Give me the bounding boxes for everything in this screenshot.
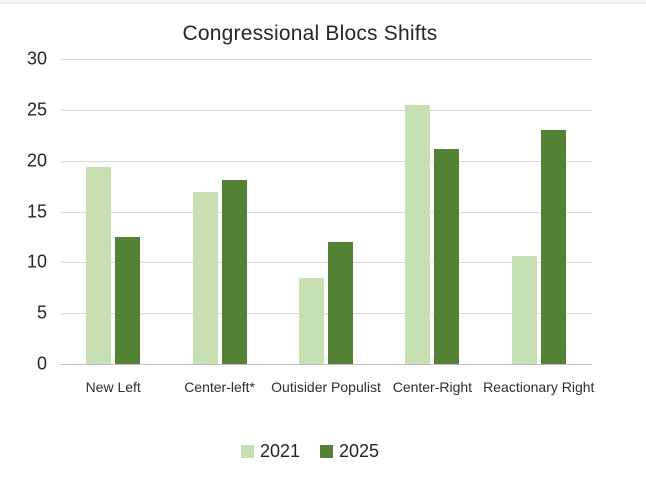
chart-title: Congressional Blocs Shifts xyxy=(182,22,438,45)
y-tick-label: 5 xyxy=(36,302,47,323)
y-tick-label: 25 xyxy=(26,99,47,120)
gridline xyxy=(60,211,592,213)
y-tick-label: 0 xyxy=(36,353,47,374)
x-axis-labels: New Left Center-left* Outisider Populist Ce… xyxy=(60,377,595,421)
x-axis-baseline xyxy=(60,364,592,365)
bar-2025-center-left xyxy=(221,179,247,364)
legend-label-2021: 2021 xyxy=(259,441,300,461)
bar-2021-reactionary-right xyxy=(511,256,537,364)
x-category-label-center-left: Center-left* xyxy=(184,379,255,395)
legend-item-2025: 2025 xyxy=(320,441,379,462)
bar-2021-new-left xyxy=(86,166,112,364)
y-tick-label: 30 xyxy=(26,48,47,69)
y-tick-label: 15 xyxy=(26,201,47,221)
gridline xyxy=(60,109,592,111)
legend-swatch-2025 xyxy=(320,445,333,458)
bar-2021-center-left xyxy=(192,192,218,364)
x-category-label-new-left: New Left xyxy=(85,379,141,395)
gridline xyxy=(60,313,592,315)
legend-item-2021: 2021 xyxy=(240,441,300,462)
x-category-label-outisider-populist: Outisider Populist xyxy=(271,379,381,395)
y-tick-label: 10 xyxy=(26,251,47,272)
bar-2021-center-right xyxy=(405,104,431,364)
legend-swatch-2021 xyxy=(240,445,254,458)
bar-2025-reactionary-right xyxy=(540,130,566,364)
bar-2025-outisider-populist xyxy=(328,242,353,364)
gridline xyxy=(60,262,592,264)
gridline xyxy=(60,59,592,60)
plot-area: 0 5 10 15 20 25 30 xyxy=(27,49,592,374)
legend-label-2025: 2025 xyxy=(339,441,380,461)
y-tick-label: 20 xyxy=(26,150,47,171)
x-category-label-center-right: Center-Right xyxy=(392,379,473,395)
legend: 2021 2025 xyxy=(0,441,620,462)
gridline xyxy=(60,160,592,162)
window-top-strip xyxy=(0,0,646,4)
bar-2025-new-left xyxy=(115,236,141,364)
bar-2021-outisider-populist xyxy=(299,277,324,364)
bar-2025-center-right xyxy=(434,149,460,364)
x-category-label-reactionary-right: Reactionary Right xyxy=(483,379,595,395)
